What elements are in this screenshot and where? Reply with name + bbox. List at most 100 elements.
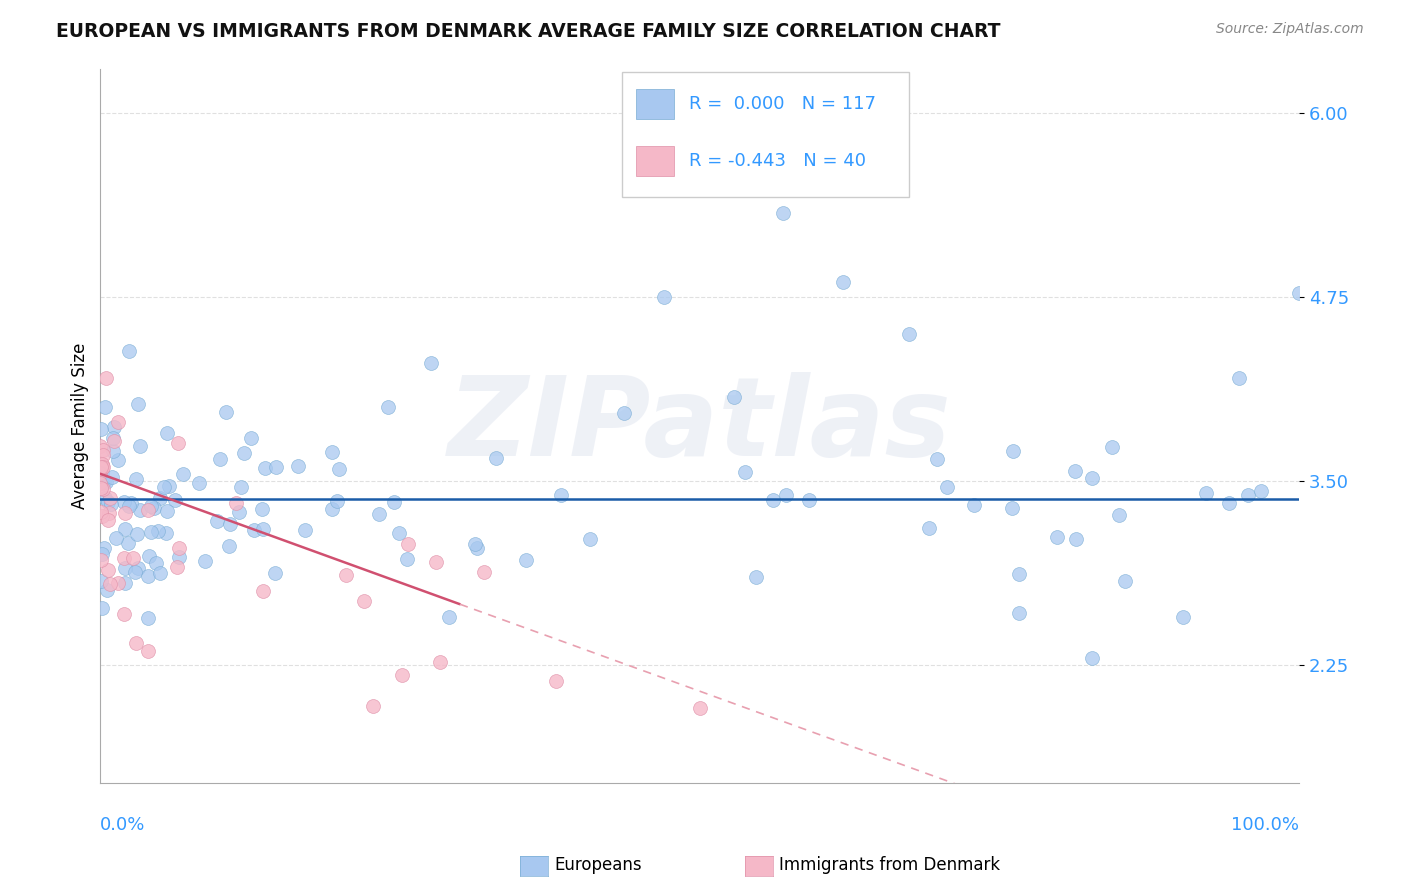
Text: Immigrants from Denmark: Immigrants from Denmark	[779, 856, 1000, 874]
Point	[90, 481, 112, 495]
Point	[90, 508, 112, 523]
Point	[114, 561, 136, 575]
Point	[156, 504, 179, 518]
Point	[166, 436, 188, 450]
Point	[127, 561, 149, 575]
Point	[214, 405, 236, 419]
Point	[963, 499, 986, 513]
Point	[232, 446, 254, 460]
Point	[579, 533, 602, 547]
Point	[361, 698, 384, 713]
Point	[112, 550, 135, 565]
Point	[918, 521, 941, 535]
Point	[94, 475, 117, 490]
Point	[117, 499, 139, 513]
Point	[1080, 471, 1102, 485]
Point	[775, 488, 797, 502]
Point	[832, 275, 855, 289]
Point	[1101, 440, 1123, 454]
Point	[294, 523, 316, 537]
Point	[936, 480, 959, 494]
Point	[149, 491, 172, 506]
Point	[90, 475, 112, 490]
Point	[353, 594, 375, 608]
Point	[166, 559, 188, 574]
Point	[335, 567, 357, 582]
Point	[326, 494, 349, 508]
Point	[105, 531, 128, 545]
Point	[167, 549, 190, 564]
Point	[96, 371, 118, 385]
Point	[90, 574, 112, 588]
Point	[156, 425, 179, 440]
Point	[1046, 530, 1069, 544]
Point	[194, 553, 217, 567]
Point	[101, 443, 124, 458]
Point	[328, 461, 350, 475]
Point	[1108, 508, 1130, 522]
Point	[437, 610, 460, 624]
Point	[396, 537, 419, 551]
Point	[287, 458, 309, 473]
Point	[97, 563, 120, 577]
Point	[145, 556, 167, 570]
Point	[91, 467, 114, 481]
Point	[1080, 650, 1102, 665]
Point	[96, 583, 118, 598]
Point	[143, 500, 166, 515]
Point	[544, 673, 567, 688]
Point	[425, 555, 447, 569]
Point	[734, 465, 756, 479]
Point	[1064, 533, 1087, 547]
Text: Europeans: Europeans	[554, 856, 641, 874]
Point	[377, 400, 399, 414]
Point	[112, 495, 135, 509]
Point	[89, 439, 111, 453]
Point	[155, 525, 177, 540]
Point	[98, 577, 121, 591]
Point	[91, 482, 114, 496]
Point	[91, 461, 114, 475]
Text: EUROPEAN VS IMMIGRANTS FROM DENMARK AVERAGE FAMILY SIZE CORRELATION CHART: EUROPEAN VS IMMIGRANTS FROM DENMARK AVER…	[56, 22, 1001, 41]
Point	[114, 506, 136, 520]
Point	[157, 478, 180, 492]
Point	[463, 537, 485, 551]
Point	[107, 415, 129, 429]
Point	[382, 495, 405, 509]
Point	[117, 536, 139, 550]
Text: R =  0.000   N = 117: R = 0.000 N = 117	[689, 95, 876, 112]
Point	[90, 458, 112, 473]
Point	[723, 390, 745, 404]
Point	[93, 442, 115, 457]
Point	[139, 500, 162, 514]
Point	[97, 494, 120, 508]
Point	[1064, 464, 1087, 478]
Point	[100, 497, 122, 511]
Point	[264, 459, 287, 474]
Point	[153, 480, 176, 494]
Point	[124, 565, 146, 579]
Point	[321, 445, 343, 459]
Point	[1008, 606, 1031, 620]
Point	[1001, 444, 1024, 458]
Point	[188, 476, 211, 491]
Point	[429, 655, 451, 669]
Y-axis label: Average Family Size: Average Family Size	[72, 343, 89, 509]
Text: R = -0.443   N = 40: R = -0.443 N = 40	[689, 152, 866, 169]
FancyBboxPatch shape	[621, 72, 910, 197]
FancyBboxPatch shape	[636, 145, 675, 176]
Point	[228, 505, 250, 519]
Point	[128, 439, 150, 453]
Point	[90, 505, 112, 519]
Point	[149, 566, 172, 580]
Point	[1001, 500, 1024, 515]
Point	[252, 583, 274, 598]
Point	[388, 525, 411, 540]
Point	[205, 514, 228, 528]
Point	[1195, 485, 1218, 500]
Text: Source: ZipAtlas.com: Source: ZipAtlas.com	[1216, 22, 1364, 37]
Point	[97, 513, 120, 527]
Point	[485, 451, 508, 466]
Point	[138, 503, 160, 517]
Point	[264, 566, 287, 581]
